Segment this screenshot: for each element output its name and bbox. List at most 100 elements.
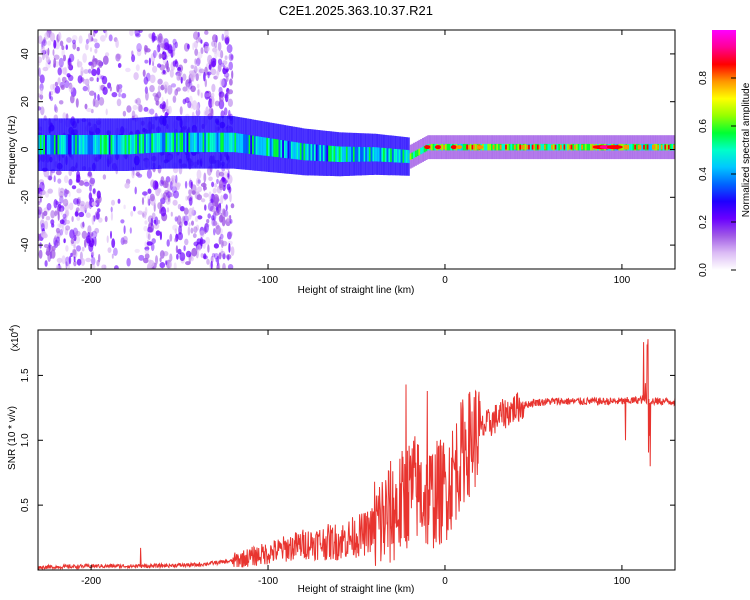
spectrogram-cell: [184, 238, 189, 246]
spectrogram-cell: [498, 143, 501, 151]
spectrogram-cell: [531, 144, 534, 150]
spectrogram-cell: [38, 206, 43, 215]
spectrogram-cell: [151, 133, 154, 153]
spectrogram-cell: [537, 144, 539, 150]
spectrogram-cell: [399, 149, 401, 163]
spectrogram-cell: [134, 30, 140, 37]
spectrogram-cell: [671, 143, 674, 151]
colorbar-tick-label: 0.0: [698, 263, 709, 277]
spectrogram-cell: [358, 146, 361, 162]
spectrogram-cell: [76, 135, 79, 155]
spectrogram-cell: [135, 97, 141, 106]
spectrogram-cell: [317, 144, 320, 161]
spectrogram-cell: [78, 180, 85, 186]
y-tick-label: -20: [20, 190, 31, 205]
spectrogram-cell: [126, 135, 129, 155]
spectrogram-cell: [655, 143, 658, 151]
spectrogram-cell: [176, 132, 178, 153]
spectrogram-cell: [200, 132, 203, 153]
spectrogram-cell: [91, 230, 98, 239]
spectrogram-cell: [44, 191, 50, 198]
spectrogram-cell: [434, 145, 441, 150]
spectrogram-cell: [418, 148, 421, 156]
spectrogram-cell: [146, 169, 152, 179]
spectrogram-cell: [57, 135, 60, 155]
spectrogram-cell: [213, 198, 220, 203]
spectrogram-cell: [542, 143, 545, 151]
spectrogram-cell: [120, 219, 125, 224]
spectrogram-cell: [577, 143, 580, 151]
spectrogram-cell: [237, 133, 240, 153]
spectrogram-cell: [92, 188, 96, 195]
spectrogram-cell: [227, 98, 233, 108]
spectrogram-cell: [220, 50, 224, 59]
snr-y-axis: 0.5 1.0 1.5: [20, 368, 675, 512]
spectrogram-cell: [72, 249, 77, 259]
spectrogram-cell: [173, 190, 180, 199]
spectrogram-cell: [492, 144, 495, 150]
spectrogram-cell: [89, 232, 93, 241]
spectrogram-cell: [659, 143, 662, 151]
spectrogram-cell: [218, 236, 222, 245]
spectrogram-cell: [176, 72, 182, 81]
spectrogram-cell: [38, 233, 41, 242]
spectrogram-cell: [70, 238, 75, 245]
spectrogram-cell: [84, 103, 88, 110]
spectrogram-cell: [68, 82, 73, 90]
spectrogram-cell: [206, 71, 212, 76]
spectrogram-cell: [73, 244, 76, 249]
spectrogram-cell: [62, 198, 69, 207]
spectrogram-cell: [183, 132, 186, 153]
spectrogram-cell: [203, 71, 206, 82]
spectrogram-cell: [174, 132, 177, 153]
spectrogram-cell: [312, 144, 315, 161]
spectrogram-cell: [196, 244, 202, 252]
spectrogram-cell: [80, 66, 84, 77]
spectrogram-cell: [187, 43, 190, 50]
spectrogram-cell: [308, 144, 311, 161]
spectrogram-cell: [296, 142, 299, 160]
spectrogram-cell: [469, 143, 472, 151]
spectrogram-cell: [174, 89, 178, 96]
spectrogram-cell: [71, 135, 74, 155]
spectrogram-cell: [627, 144, 630, 150]
spectrogram-cell: [307, 143, 309, 161]
spectrogram-cell: [55, 227, 61, 234]
spectrogram-cell: [69, 135, 72, 155]
spectrogram-cell: [204, 90, 210, 100]
spectrogram-cell: [363, 147, 366, 162]
spectrogram-cell: [148, 57, 151, 66]
spectrogram-cell: [169, 69, 174, 78]
spectrogram-cell: [91, 215, 95, 225]
spectrogram-cell: [85, 257, 92, 263]
spectrogram-cell: [82, 53, 87, 63]
spectrogram-cell: [195, 249, 199, 259]
spectrogram-cell: [216, 264, 220, 269]
spectrogram-cell: [43, 210, 48, 217]
spectrogram-cell: [386, 148, 389, 162]
spectrogram-cell: [161, 96, 164, 106]
spectrogram-cell: [159, 53, 165, 59]
spectrogram-cell: [158, 132, 161, 153]
spectrogram-cell: [195, 73, 199, 82]
spectrogram-cell: [636, 143, 639, 151]
spectrogram-cell: [93, 38, 98, 43]
spectrogram-cell: [180, 76, 183, 84]
spectrogram-cell: [82, 85, 88, 92]
spectrogram-cell: [91, 237, 95, 244]
spectrogram-cell: [96, 59, 103, 66]
spectrogram-cell: [227, 240, 233, 246]
spectrogram-cell: [574, 144, 577, 150]
spectrogram-cell: [217, 50, 222, 58]
spectrogram-cell: [55, 135, 58, 155]
spectrogram-cell: [524, 143, 527, 151]
spectrogram-cell: [487, 143, 490, 151]
spectrogram-cell: [117, 63, 122, 68]
spectrogram-cell: [169, 261, 172, 269]
spectrogram-cell: [217, 41, 222, 52]
spectrogram-cell: [73, 198, 79, 205]
spectrogram-cell: [38, 61, 41, 66]
spectrogram-cell: [151, 238, 156, 244]
spectrogram-cell: [130, 134, 132, 155]
spectrogram-cell: [217, 58, 223, 65]
